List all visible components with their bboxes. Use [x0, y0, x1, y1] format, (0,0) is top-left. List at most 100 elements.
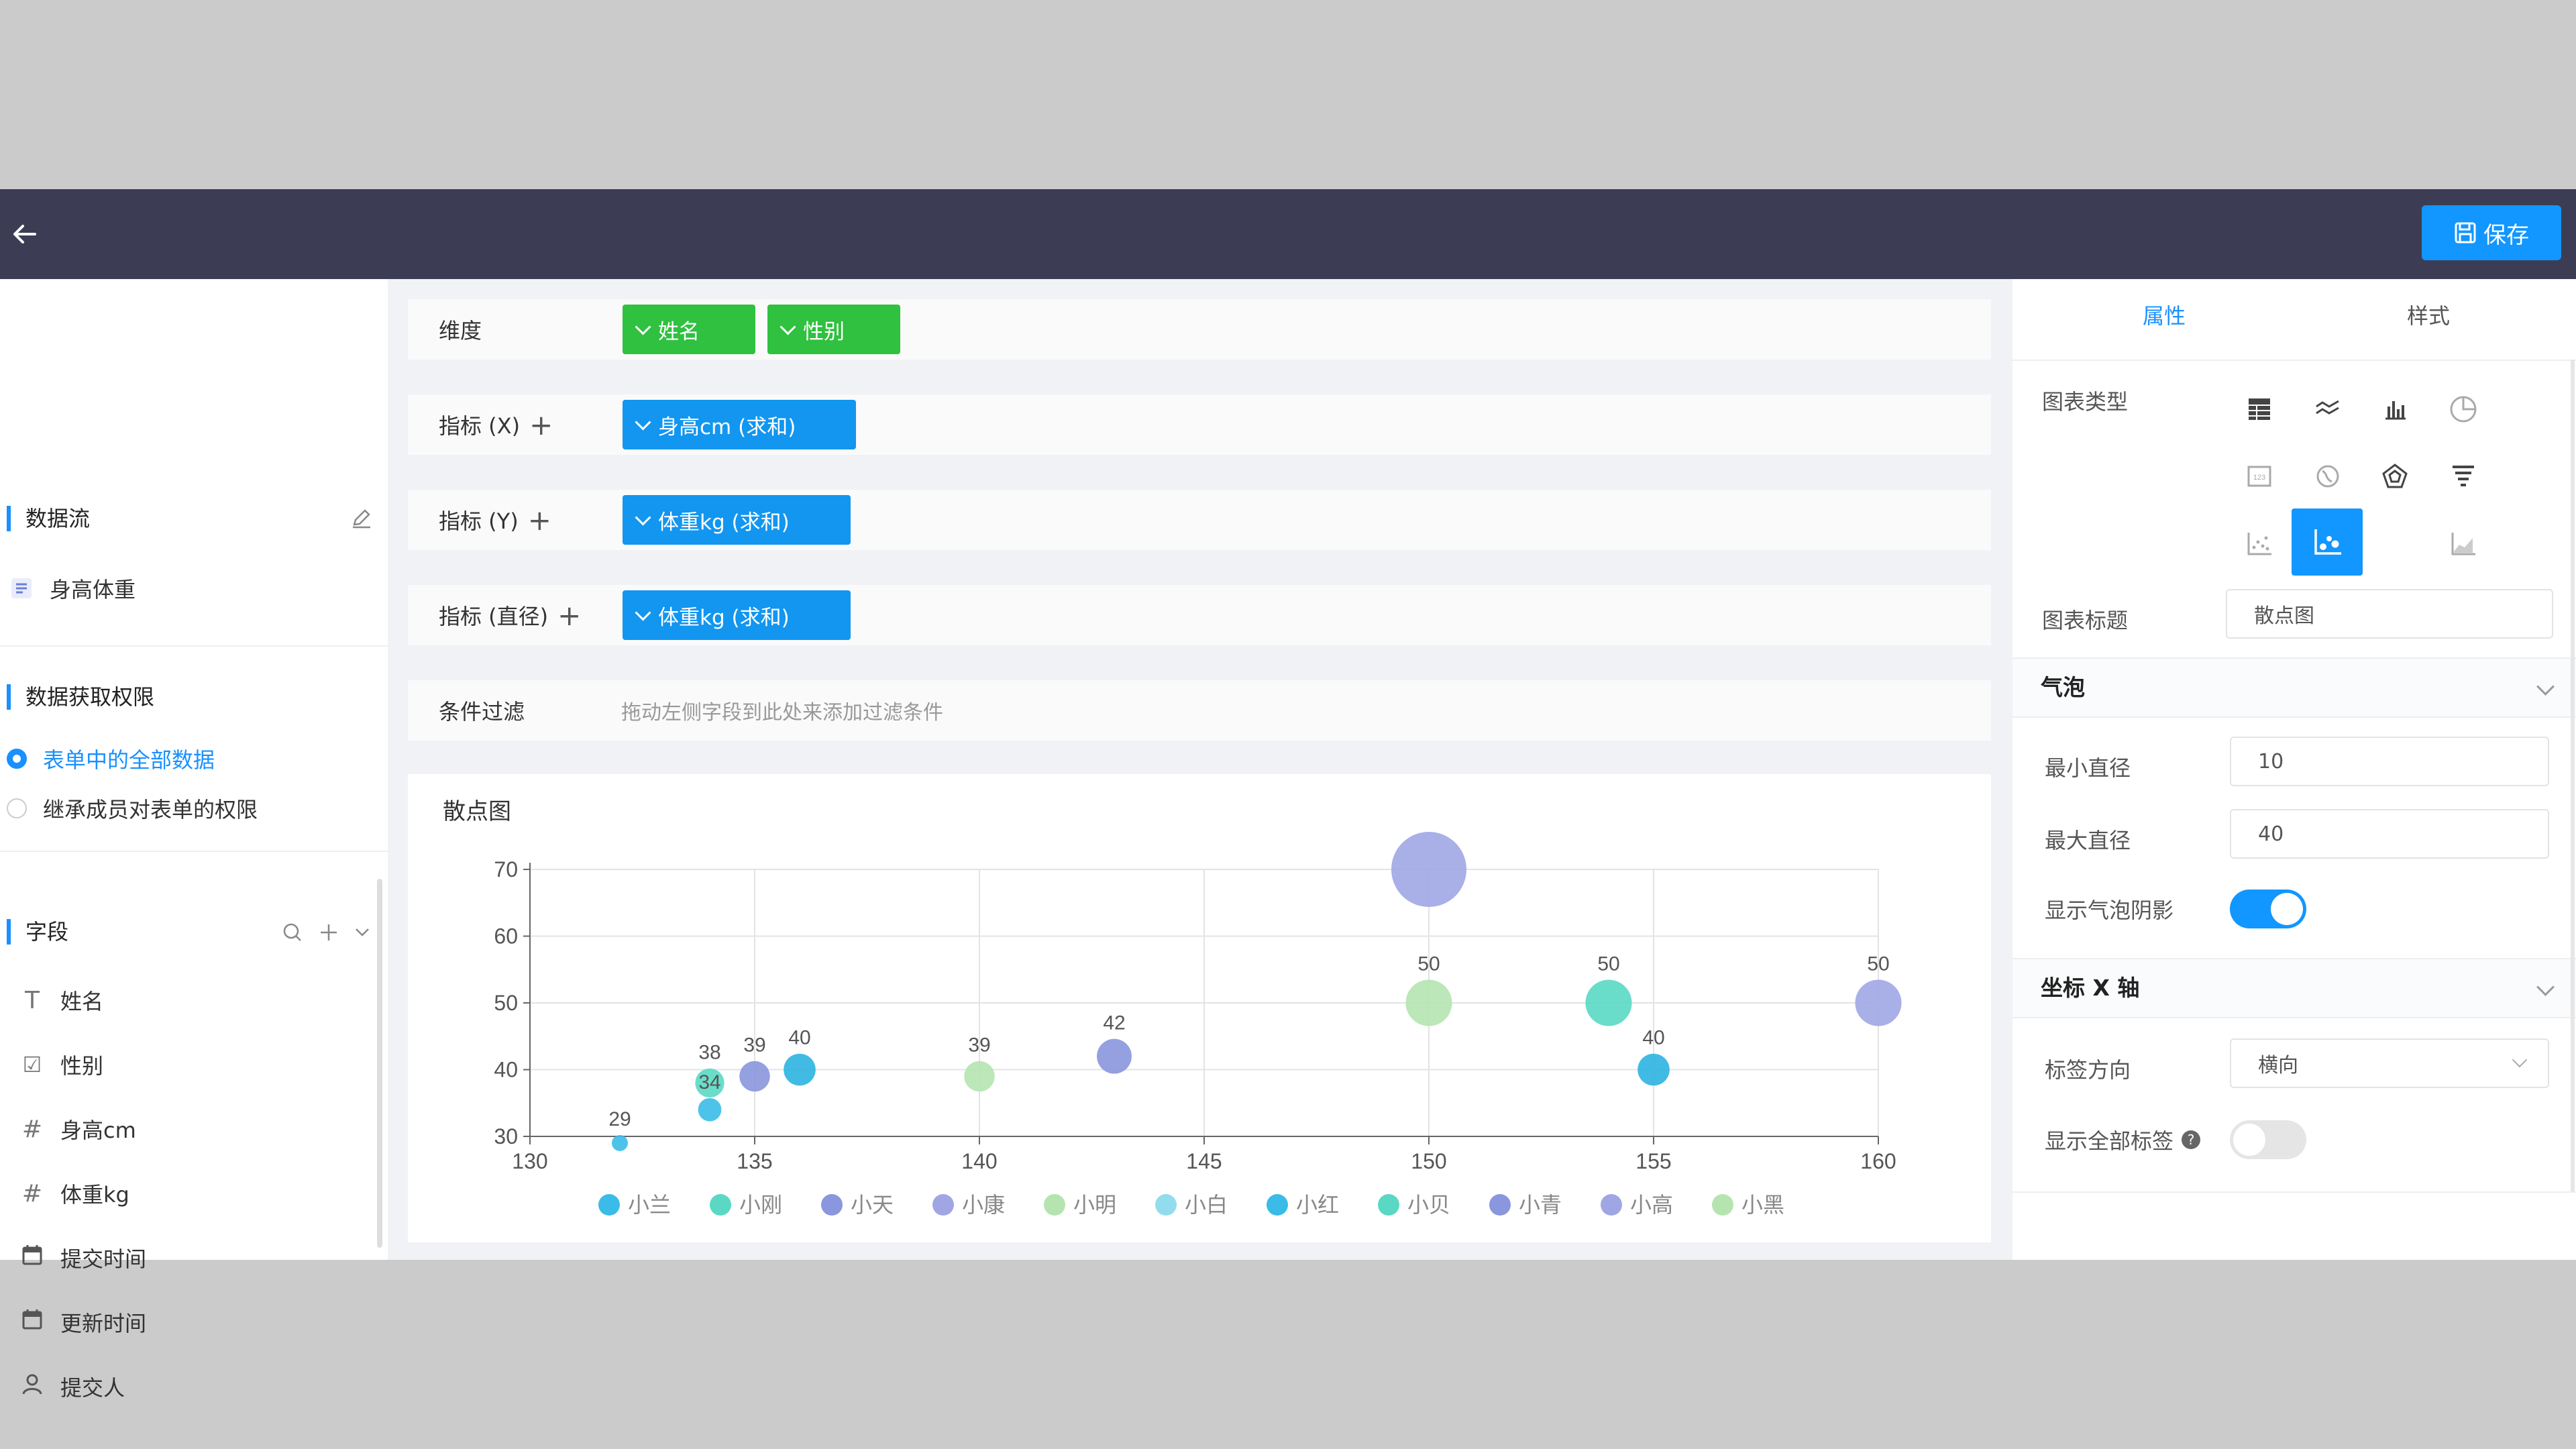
dimension-row[interactable]: 维度 姓名 性别	[408, 299, 1991, 360]
field-search-icon[interactable]	[282, 922, 303, 946]
help-icon[interactable]: ?	[2182, 1130, 2201, 1149]
y-tick-label: 30	[494, 1124, 518, 1148]
show-all-labels-toggle[interactable]	[2230, 1120, 2306, 1159]
legend-marker	[1044, 1194, 1065, 1216]
dimension-chip-name[interactable]: 姓名	[623, 305, 755, 354]
legend-marker	[1267, 1194, 1288, 1216]
toggle-knob	[2233, 1124, 2265, 1156]
table-chart-icon[interactable]	[2233, 382, 2286, 436]
field-item-weight[interactable]: # 体重kg	[19, 1178, 129, 1209]
scatter-dots-chart-icon[interactable]	[2233, 517, 2286, 570]
number-card-icon[interactable]: 123	[2233, 449, 2286, 503]
metric-diameter-row[interactable]: 指标 (直径) + 体重kg (求和)	[408, 585, 1991, 645]
metric-y-chip[interactable]: 体重kg (求和)	[623, 495, 851, 545]
min-diameter-input[interactable]: 10	[2230, 737, 2549, 786]
y-tick-label: 70	[494, 857, 518, 881]
bubble-point	[1855, 979, 1902, 1026]
radar-chart-icon[interactable]	[2368, 449, 2422, 503]
divider	[2012, 1191, 2576, 1193]
metric-diameter-chip[interactable]: 体重kg (求和)	[623, 590, 851, 640]
right-scrollbar[interactable]	[2571, 360, 2575, 1191]
chip-label: 体重kg (求和)	[658, 605, 790, 630]
y-tick-label: 60	[494, 924, 518, 949]
legend-label: 小青	[1519, 1193, 1562, 1217]
radio-unselected[interactable]	[7, 798, 27, 818]
data-label: 50	[1597, 953, 1619, 975]
number-type-icon: #	[21, 1179, 43, 1208]
save-button[interactable]: 保存	[2422, 205, 2561, 260]
left-scrollbar[interactable]	[377, 879, 382, 1248]
chart-title-input[interactable]: 散点图	[2226, 589, 2553, 639]
show-shadow-toggle[interactable]	[2230, 890, 2306, 928]
legend-marker	[1489, 1194, 1511, 1216]
radio-selected[interactable]	[7, 749, 27, 769]
field-item-gender[interactable]: ☑ 性别	[19, 1049, 103, 1080]
metric-y-row[interactable]: 指标 (Y) + 体重kg (求和)	[408, 490, 1991, 550]
add-icon[interactable]: +	[529, 408, 553, 441]
area-chart-icon[interactable]	[2436, 517, 2490, 570]
tab-style[interactable]: 样式	[2407, 303, 2451, 329]
save-label: 保存	[2483, 221, 2529, 249]
tab-divider	[2012, 360, 2576, 361]
chip-label: 体重kg (求和)	[658, 510, 790, 535]
metric-x-chip[interactable]: 身高cm (求和)	[623, 400, 856, 449]
map-chart-icon[interactable]	[2301, 449, 2355, 503]
metric-x-row[interactable]: 指标 (X) + 身高cm (求和)	[408, 394, 1991, 455]
bubble-point	[612, 1134, 628, 1151]
permission-title: 数据获取权限	[7, 684, 154, 710]
field-add-icon[interactable]	[318, 922, 339, 946]
add-icon[interactable]: +	[557, 598, 582, 632]
x-tick-label: 140	[961, 1149, 997, 1173]
chevron-down-icon	[2536, 678, 2555, 696]
funnel-chart-icon[interactable]	[2436, 449, 2490, 503]
field-label: 姓名	[60, 989, 104, 1014]
field-item-update-time[interactable]: 更新时间	[19, 1307, 146, 1338]
chevron-down-icon	[635, 604, 651, 621]
field-item-submit-time[interactable]: 提交时间	[19, 1242, 146, 1273]
line-chart-icon[interactable]	[2301, 382, 2355, 436]
chevron-down-icon	[2512, 1052, 2528, 1068]
user-icon	[19, 1373, 46, 1401]
dataflow-item[interactable]: 身高体重	[9, 573, 136, 604]
toggle-knob	[2271, 893, 2303, 925]
field-item-submitter[interactable]: 提交人	[19, 1371, 125, 1402]
scatter-chart: 30 40 50 60 70 130 135 140 145 150 155 160 29 38 34 39 4…	[494, 832, 1902, 1217]
edit-icon[interactable]	[350, 507, 373, 533]
svg-text:123: 123	[2253, 474, 2265, 482]
bubble-point	[1585, 979, 1632, 1026]
bubble-point	[784, 1053, 816, 1086]
bubble-point	[1405, 979, 1452, 1026]
dimension-chip-gender[interactable]: 性别	[767, 305, 900, 354]
legend-marker	[1155, 1194, 1177, 1216]
field-collapse-icon[interactable]	[353, 923, 372, 945]
chip-label: 性别	[803, 319, 845, 344]
label-direction-select[interactable]: 横向	[2230, 1038, 2549, 1088]
pie-chart-icon[interactable]	[2436, 382, 2490, 436]
x-tick-label: 160	[1860, 1149, 1896, 1173]
data-label: 29	[608, 1108, 631, 1130]
bar-chart-icon[interactable]	[2368, 382, 2422, 436]
field-label: 提交人	[60, 1375, 125, 1401]
bubble-point	[695, 1068, 724, 1098]
xaxis-section-header[interactable]: 坐标 X 轴	[2012, 958, 2576, 1018]
add-icon[interactable]: +	[527, 503, 551, 537]
back-arrow-icon[interactable]	[9, 219, 39, 249]
bubble-section-header[interactable]: 气泡	[2012, 657, 2576, 718]
calendar-icon	[19, 1244, 46, 1273]
filter-row[interactable]: 条件过滤 拖动左侧字段到此处来添加过滤条件	[408, 680, 1991, 741]
bubble-point	[964, 1061, 995, 1092]
max-diameter-input[interactable]: 40	[2230, 809, 2549, 859]
permission-option-inherit[interactable]: 继承成员对表单的权限	[7, 793, 258, 824]
field-item-name[interactable]: T 姓名	[19, 985, 103, 1016]
chart-title: 散点图	[443, 798, 511, 825]
filter-drop-hint: 拖动左侧字段到此处来添加过滤条件	[621, 701, 943, 724]
chart-type-label: 图表类型	[2042, 389, 2129, 415]
permission-option-all[interactable]: 表单中的全部数据	[7, 743, 215, 774]
dimension-label: 维度	[439, 299, 482, 360]
chart-card: 散点图 30 40 50 60 70 130 135 140 145 150 155 160 29 38 3…	[408, 774, 1991, 1242]
field-item-height[interactable]: # 身高cm	[19, 1114, 136, 1144]
data-label: 42	[1103, 1012, 1125, 1034]
scatter-chart-icon[interactable]	[2292, 508, 2363, 576]
tab-properties[interactable]: 属性	[2143, 303, 2186, 329]
permission-option-label: 表单中的全部数据	[43, 747, 215, 773]
